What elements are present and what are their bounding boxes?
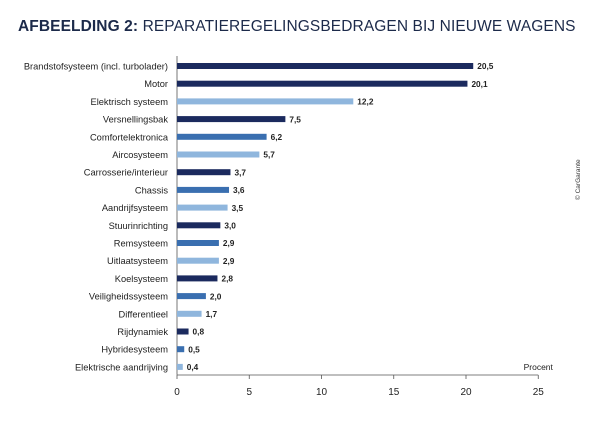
bar xyxy=(177,204,228,211)
category-label: Stuurinrichting xyxy=(109,221,168,231)
category-label: Aircosysteem xyxy=(112,150,168,160)
bar xyxy=(177,363,183,370)
category-label: Elektrische aandrijving xyxy=(75,362,168,372)
bar-value-label: 20,5 xyxy=(477,61,494,71)
bar-value-label: 3,5 xyxy=(232,203,244,213)
category-label: Hybridesysteem xyxy=(101,345,168,355)
bar-value-label: 2,9 xyxy=(223,256,235,266)
category-label: Veiligheidssysteem xyxy=(89,292,168,302)
bar xyxy=(177,116,286,123)
category-label: Comfortelektronica xyxy=(90,132,169,142)
category-label: Differentieel xyxy=(119,309,168,319)
bar-value-label: 2,8 xyxy=(221,274,233,284)
bar-value-label: 2,9 xyxy=(223,238,235,248)
category-label: Remsysteem xyxy=(114,239,168,249)
category-label: Chassis xyxy=(135,185,168,195)
x-tick-label: 5 xyxy=(246,387,252,398)
chart-title: AFBEELDING 2: REPARATIEREGELINGSBEDRAGEN… xyxy=(18,18,576,36)
category-label: Versnellingsbak xyxy=(103,115,168,125)
category-label: Uitlaatsysteem xyxy=(107,256,168,266)
bar-value-label: 7,5 xyxy=(289,114,301,124)
bar-value-label: 6,2 xyxy=(271,132,283,142)
bar-value-label: 2,0 xyxy=(210,291,222,301)
bar-value-label: 20,1 xyxy=(471,79,488,89)
category-label: Koelsysteem xyxy=(115,274,168,284)
bar xyxy=(177,169,231,176)
category-label: Rijdynamiek xyxy=(117,327,168,337)
bar-value-label: 0,5 xyxy=(188,344,200,354)
category-label: Elektrisch systeem xyxy=(91,97,169,107)
bar xyxy=(177,222,221,229)
bar-value-label: 5,7 xyxy=(263,150,275,160)
bar-value-label: 3,7 xyxy=(234,167,246,177)
x-tick-label: 20 xyxy=(460,387,472,398)
bar xyxy=(177,310,202,317)
bar xyxy=(177,63,474,69)
chart-title-rest: REPARATIEREGELINGSBEDRAGEN BIJ NIEUWE WA… xyxy=(142,18,576,35)
category-label: Aandrijfsysteem xyxy=(102,203,168,213)
chart-title-lead: AFBEELDING 2: xyxy=(18,18,139,35)
credit-label: © CarGarante xyxy=(575,159,582,200)
x-tick-label: 15 xyxy=(388,387,400,398)
category-label: Brandstofsysteem (incl. turbolader) xyxy=(24,62,168,72)
bar xyxy=(177,293,206,300)
x-axis-label: Procent xyxy=(524,362,554,372)
bar xyxy=(177,275,218,282)
bar xyxy=(177,346,185,353)
bar xyxy=(177,240,219,246)
bar-value-label: 0,8 xyxy=(193,327,205,337)
bar-value-label: 12,2 xyxy=(357,97,374,107)
bar xyxy=(177,80,468,87)
bar-value-label: 1,7 xyxy=(206,309,218,319)
bar xyxy=(177,151,260,158)
bar-value-label: 3,0 xyxy=(224,221,236,231)
bar xyxy=(177,257,219,264)
bar-value-label: 3,6 xyxy=(233,185,245,195)
x-tick-label: 0 xyxy=(174,387,180,398)
bar xyxy=(177,328,189,335)
bar-value-label: 0,4 xyxy=(187,362,199,372)
bar xyxy=(177,186,230,193)
category-label: Motor xyxy=(144,79,168,89)
category-label: Carrosserie/interieur xyxy=(84,168,168,178)
bar xyxy=(177,98,354,105)
x-tick-label: 25 xyxy=(533,387,545,398)
bar xyxy=(177,133,267,140)
x-tick-label: 10 xyxy=(316,387,328,398)
